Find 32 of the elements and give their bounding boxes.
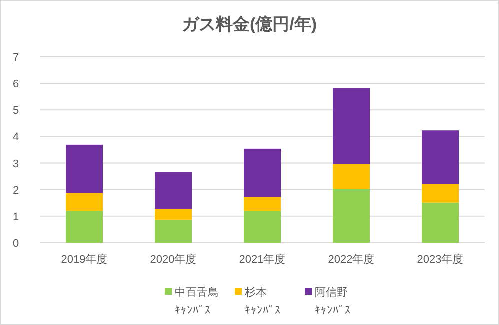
y-tick-label: 3 [12, 158, 20, 170]
bar [244, 211, 281, 243]
x-tick-label: 2023年度 [417, 253, 464, 266]
bar [333, 189, 370, 243]
legend-label: 阿信野ｷｬﾝﾊﾟｽ [315, 287, 351, 317]
bar [155, 172, 192, 209]
bar [155, 220, 192, 243]
x-tick-label: 2022年度 [328, 253, 375, 266]
bar [333, 88, 370, 164]
bar [244, 197, 281, 212]
y-tick-label: 5 [12, 105, 20, 118]
x-tick-label: 2019年度 [61, 253, 108, 266]
bar [66, 144, 103, 194]
bar [66, 211, 103, 243]
legend-label: 中百舌鳥ｷｬﾝﾊﾟｽ [175, 286, 219, 317]
y-tick-label: 6 [12, 78, 20, 91]
chart-title: ガス料金(億円/年) [182, 15, 318, 34]
legend-label: 杉本ｷｬﾝﾊﾟｽ [244, 286, 281, 317]
y-tick-label: 0 [12, 238, 20, 250]
bar [244, 148, 281, 198]
bar [422, 184, 459, 203]
y-tick-label: 7 [12, 52, 20, 64]
x-tick-label: 2021年度 [239, 253, 286, 266]
y-tick-label: 1 [12, 211, 20, 224]
bar [422, 130, 459, 184]
bar [66, 193, 103, 212]
y-tick-label: 2 [12, 184, 20, 197]
x-tick-label: 2020年度 [150, 253, 197, 266]
y-tick-label: 4 [12, 132, 20, 144]
bar [155, 208, 192, 220]
bar [422, 202, 459, 243]
bar [333, 164, 370, 190]
